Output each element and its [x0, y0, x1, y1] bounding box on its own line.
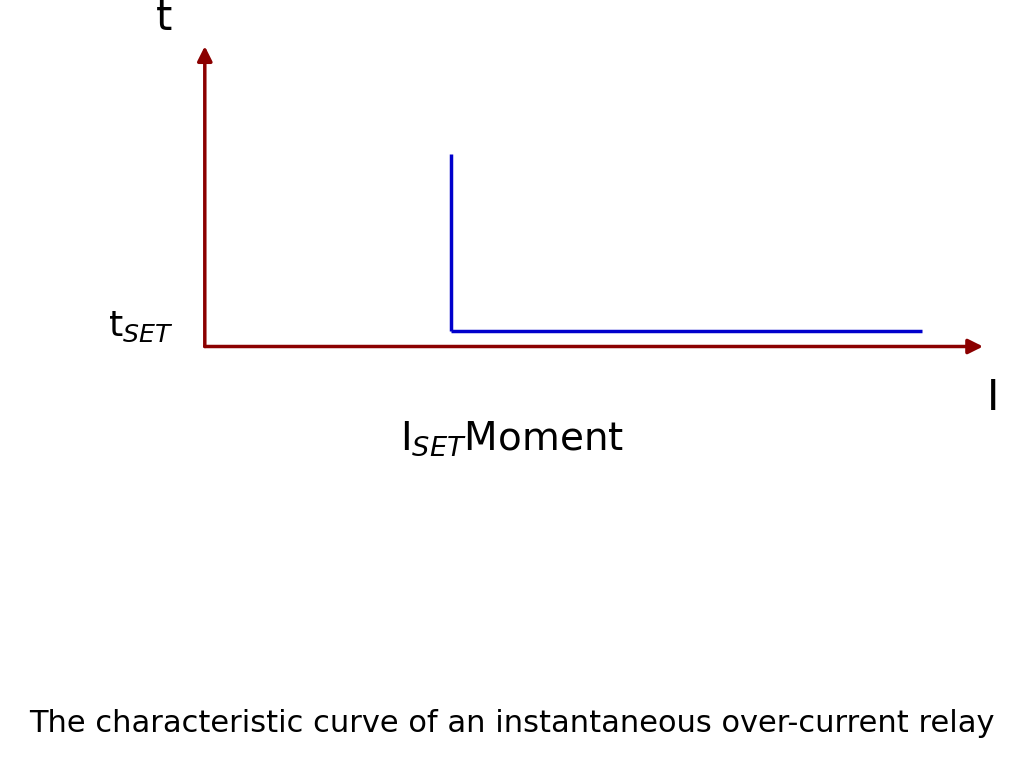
Text: t: t	[156, 0, 172, 38]
Text: I$_{SET}$Moment: I$_{SET}$Moment	[400, 420, 624, 458]
Text: The characteristic curve of an instantaneous over-current relay: The characteristic curve of an instantan…	[30, 709, 994, 738]
Text: t$_{SET}$: t$_{SET}$	[109, 310, 174, 344]
Text: I: I	[987, 377, 999, 420]
